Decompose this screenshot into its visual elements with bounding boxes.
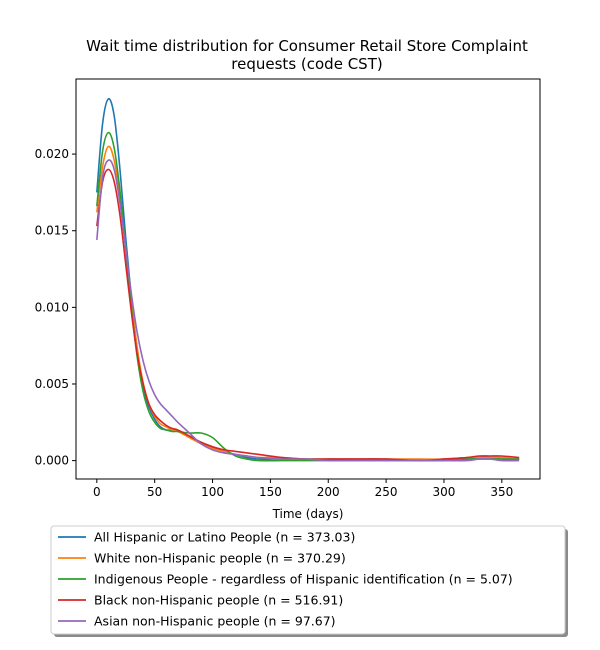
y-tick-label: 0.015	[35, 224, 69, 238]
y-tick-label: 0.010	[35, 300, 69, 314]
legend-label-3: Black non-Hispanic people (n = 516.91)	[94, 593, 343, 608]
legend-label-2: Indigenous People - regardless of Hispan…	[94, 572, 513, 587]
legend-label-0: All Hispanic or Latino People (n = 373.0…	[94, 530, 355, 545]
series-lines	[96, 97, 520, 462]
x-tick-label: 250	[375, 485, 398, 499]
legend-entries: All Hispanic or Latino People (n = 373.0…	[58, 530, 513, 629]
y-axis-ticks: 0.000 0.005 0.010 0.015 0.020	[35, 147, 76, 468]
x-tick-label: 200	[317, 485, 340, 499]
series-line-4	[96, 159, 520, 462]
legend: All Hispanic or Latino People (n = 373.0…	[50, 525, 568, 637]
y-tick-label: 0.005	[35, 377, 69, 391]
legend-label-4: Asian non-Hispanic people (n = 97.67)	[94, 614, 336, 629]
x-tick-label: 350	[490, 485, 513, 499]
y-tick-label: 0.000	[35, 454, 69, 468]
plot-area	[76, 79, 540, 479]
x-tick-label: 150	[259, 485, 282, 499]
legend-box	[50, 525, 566, 635]
x-tick-label: 0	[93, 485, 101, 499]
chart-title-line-1: Wait time distribution for Consumer Reta…	[86, 37, 528, 55]
x-axis-ticks: 0 50 100 150 200 250 300 350	[93, 479, 513, 499]
x-tick-label: 50	[147, 485, 162, 499]
y-tick-label: 0.020	[35, 147, 69, 161]
plot-frame	[75, 78, 541, 480]
chart-title-line-2: requests (code CST)	[231, 55, 382, 73]
x-axis-label: Time (days)	[272, 507, 344, 521]
legend-label-1: White non-Hispanic people (n = 370.29)	[94, 551, 346, 566]
x-tick-label: 300	[433, 485, 456, 499]
x-tick-label: 100	[201, 485, 224, 499]
